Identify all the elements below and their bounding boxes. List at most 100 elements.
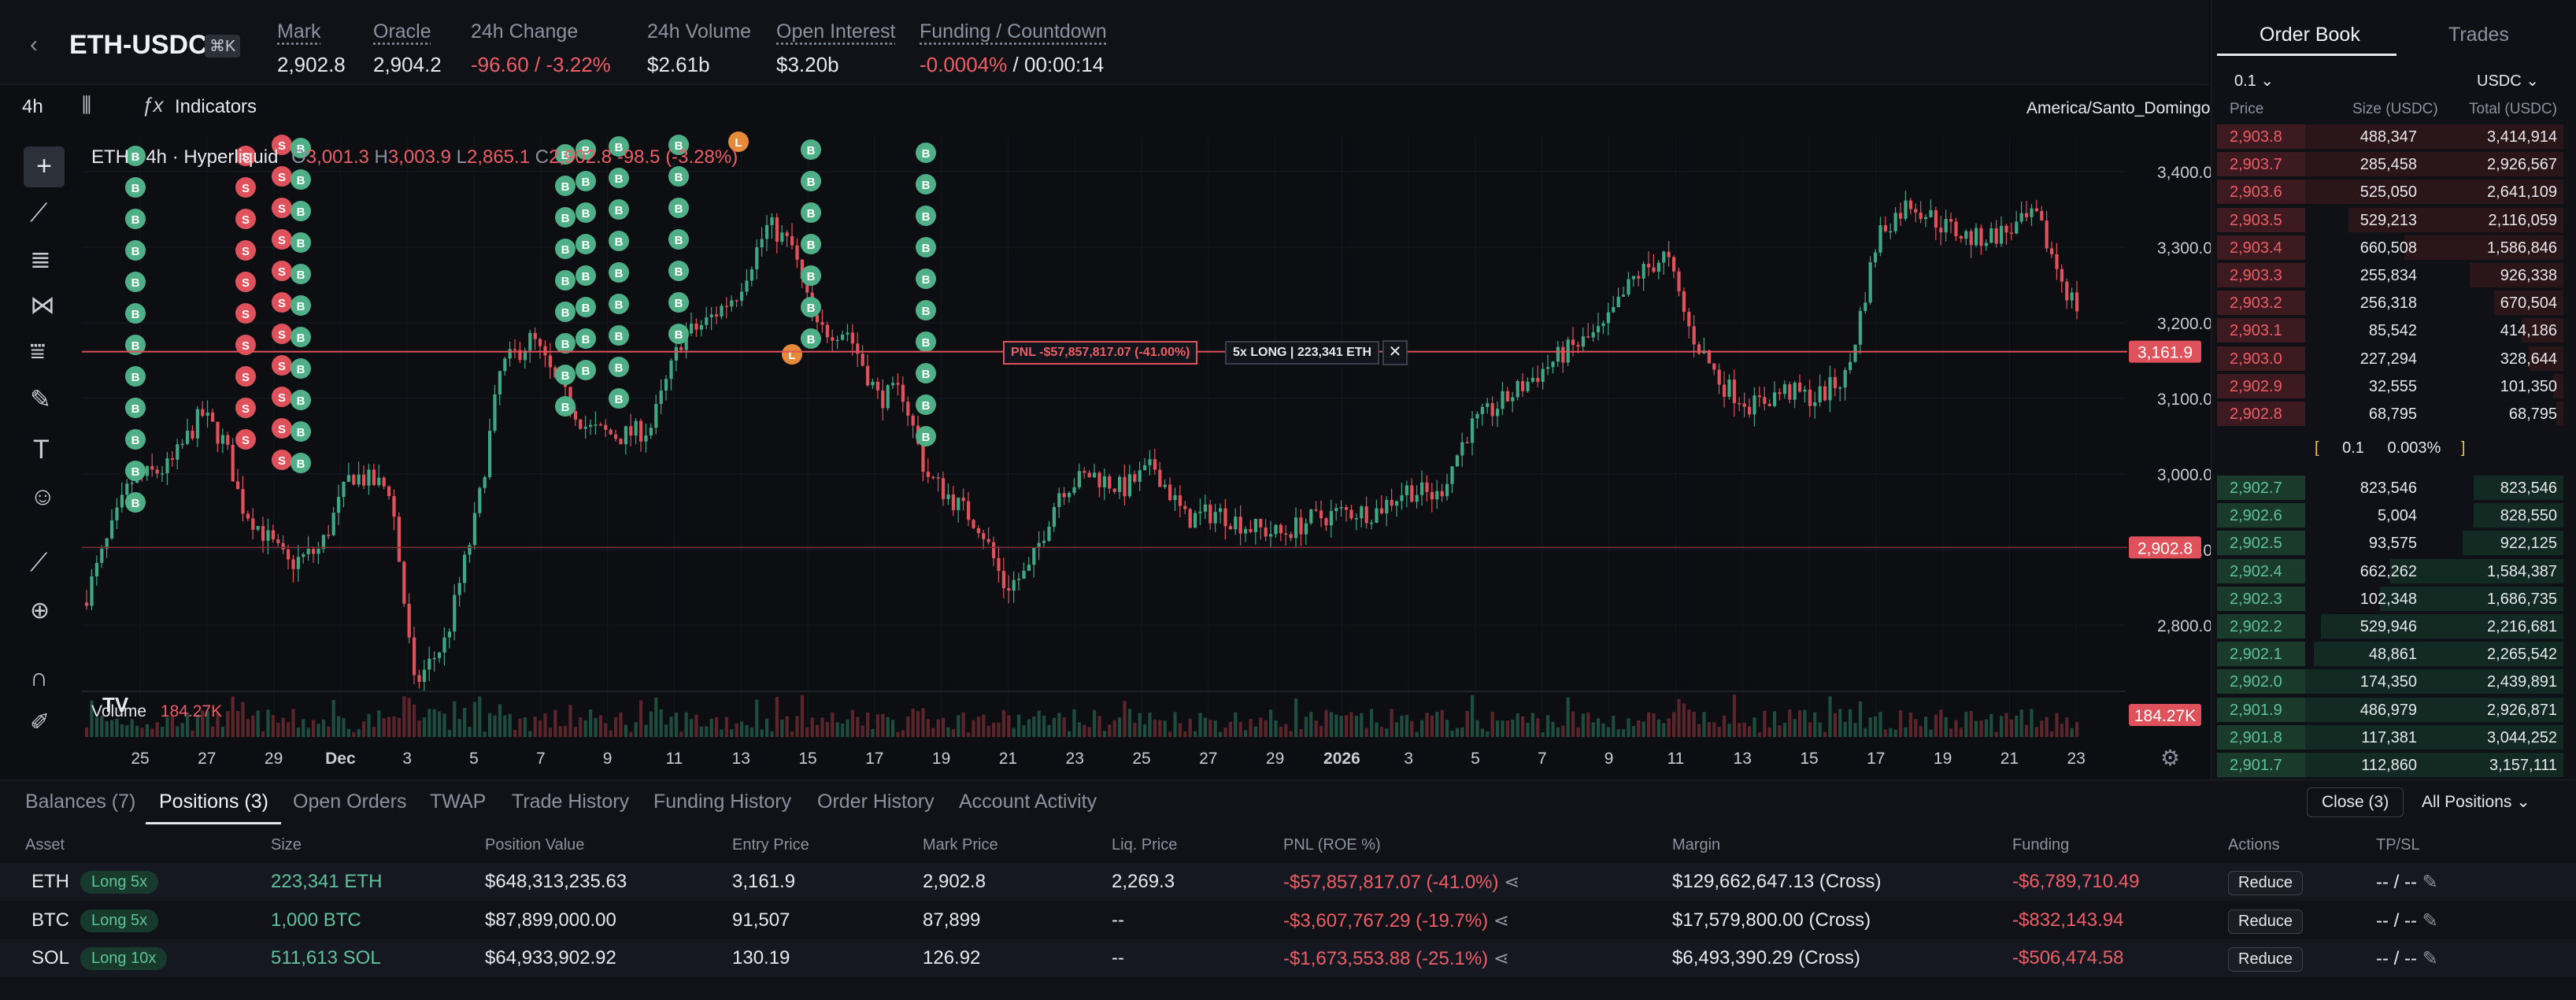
buy-marker[interactable]	[125, 492, 146, 513]
buy-marker[interactable]	[555, 239, 576, 259]
bid-row[interactable]: 2,901.9 486,979 2,926,871	[2217, 696, 2563, 724]
buy-marker[interactable]	[801, 265, 821, 286]
emoji-tool-icon[interactable]: ☺	[30, 482, 56, 510]
tab-order-book[interactable]: Order Book	[2260, 24, 2360, 46]
reduce-button[interactable]: Reduce	[2228, 909, 2303, 934]
buy-marker[interactable]	[125, 429, 146, 450]
sell-marker[interactable]	[235, 146, 256, 166]
buy-marker[interactable]	[801, 328, 821, 349]
buy-marker[interactable]	[125, 146, 146, 166]
market-symbol[interactable]: ETH-USDC	[69, 30, 208, 60]
share-icon[interactable]: ⋖	[1504, 872, 1520, 893]
buy-marker[interactable]	[801, 202, 821, 223]
buy-marker[interactable]	[576, 234, 596, 254]
bid-row[interactable]: 2,902.4 662,262 1,584,387	[2217, 557, 2563, 585]
buy-marker[interactable]	[609, 294, 629, 314]
tab-order-history[interactable]: Order History	[817, 791, 935, 813]
fx-icon[interactable]: ƒx	[142, 93, 164, 117]
tab-open-orders[interactable]: Open Orders	[293, 791, 407, 813]
pattern-tool-icon[interactable]: ⋈	[30, 291, 55, 319]
buy-marker[interactable]	[576, 297, 596, 317]
buy-marker[interactable]	[576, 139, 596, 160]
position-row[interactable]: SOL Long 10x 511,613 SOL $64,933,902.92 130.…	[0, 939, 2576, 978]
buy-marker[interactable]	[609, 388, 629, 409]
ask-row[interactable]: 2,903.2 256,318 670,504	[2217, 289, 2563, 317]
sell-marker[interactable]	[235, 335, 256, 355]
share-icon[interactable]: ⋖	[1493, 909, 1509, 931]
position-size-label[interactable]: 5x LONG | 223,341 ETH	[1225, 341, 1380, 365]
share-icon[interactable]: ⋖	[1493, 948, 1509, 970]
buy-marker[interactable]	[916, 426, 936, 446]
ask-row[interactable]: 2,902.9 32,555 101,350	[2217, 372, 2563, 400]
bid-row[interactable]: 2,902.1 48,861 2,265,542	[2217, 640, 2563, 668]
ruler-tool-icon[interactable]: ⟋	[30, 548, 48, 576]
buy-marker[interactable]	[801, 234, 821, 254]
tab-balances-7[interactable]: Balances (7)	[25, 791, 136, 813]
buy-marker[interactable]	[609, 199, 629, 220]
buy-marker[interactable]	[555, 270, 576, 291]
ask-row[interactable]: 2,903.5 529,213 2,116,059	[2217, 206, 2563, 234]
tab-positions-3[interactable]: Positions (3)	[159, 791, 268, 813]
sell-marker[interactable]	[235, 398, 256, 418]
bid-row[interactable]: 2,902.6 5,004 828,550	[2217, 502, 2563, 529]
ask-row[interactable]: 2,903.4 660,508 1,586,846	[2217, 234, 2563, 261]
buy-marker[interactable]	[668, 198, 689, 218]
buy-marker[interactable]	[291, 453, 311, 473]
buy-marker[interactable]	[609, 325, 629, 346]
buy-marker[interactable]	[668, 292, 689, 313]
buy-marker[interactable]	[125, 303, 146, 324]
buy-marker[interactable]	[916, 363, 936, 383]
buy-marker[interactable]	[125, 335, 146, 355]
interval-selector[interactable]: 4h	[22, 96, 43, 117]
buy-marker[interactable]	[609, 357, 629, 377]
buy-marker[interactable]	[801, 297, 821, 317]
buy-marker[interactable]	[291, 138, 311, 158]
ask-row[interactable]: 2,902.8 68,795 68,795	[2217, 400, 2563, 428]
tab-trade-history[interactable]: Trade History	[512, 791, 630, 813]
fib-tool-icon[interactable]: ⩸	[30, 337, 46, 365]
edit-icon[interactable]: ✎	[2422, 948, 2438, 970]
ask-row[interactable]: 2,903.7 285,458 2,926,567	[2217, 150, 2563, 178]
buy-marker[interactable]	[125, 240, 146, 261]
buy-marker[interactable]	[801, 139, 821, 160]
buy-marker[interactable]	[291, 421, 311, 442]
sell-marker[interactable]	[272, 198, 292, 218]
sell-marker[interactable]	[235, 429, 256, 450]
buy-marker[interactable]	[291, 169, 311, 190]
buy-marker[interactable]	[555, 365, 576, 385]
sell-marker[interactable]	[272, 418, 292, 439]
sell-marker[interactable]	[235, 303, 256, 324]
buy-marker[interactable]	[668, 324, 689, 344]
tab-trades[interactable]: Trades	[2448, 24, 2509, 46]
buy-marker[interactable]	[916, 269, 936, 289]
buy-marker[interactable]	[125, 209, 146, 229]
buy-marker[interactable]	[555, 176, 576, 196]
buy-marker[interactable]	[125, 177, 146, 198]
bid-row[interactable]: 2,902.5 93,575 922,125	[2217, 529, 2563, 557]
position-row[interactable]: ETH Long 5x 223,341 ETH $648,313,235.63 3,16…	[0, 863, 2576, 901]
sell-marker[interactable]	[272, 292, 292, 313]
buy-marker[interactable]	[576, 328, 596, 349]
trendline-tool-icon[interactable]: ⟋	[30, 198, 48, 227]
buy-marker[interactable]	[609, 136, 629, 157]
buy-marker[interactable]	[916, 237, 936, 257]
bid-row[interactable]: 2,902.0 174,350 2,439,891	[2217, 668, 2563, 695]
position-pnl-label[interactable]: PNL -$57,857,817.07 (-41.00%)	[1003, 341, 1198, 365]
sell-marker[interactable]	[272, 324, 292, 344]
buy-marker[interactable]	[916, 331, 936, 352]
reduce-button[interactable]: Reduce	[2228, 947, 2303, 972]
edit-icon[interactable]: ✎	[2422, 909, 2438, 931]
buy-marker[interactable]	[125, 272, 146, 292]
sell-marker[interactable]	[272, 387, 292, 407]
magnet-tool-icon[interactable]: ∩	[30, 663, 48, 691]
liquidation-marker[interactable]	[782, 344, 802, 365]
buy-marker[interactable]	[555, 396, 576, 417]
buy-marker[interactable]	[555, 333, 576, 354]
buy-marker[interactable]	[916, 206, 936, 226]
text-tool-icon[interactable]: T	[33, 435, 50, 465]
buy-marker[interactable]	[609, 168, 629, 188]
buy-marker[interactable]	[555, 144, 576, 165]
close-position-line-icon[interactable]: ✕	[1382, 340, 1408, 365]
lock-drawing-icon[interactable]: ✐	[30, 709, 50, 735]
